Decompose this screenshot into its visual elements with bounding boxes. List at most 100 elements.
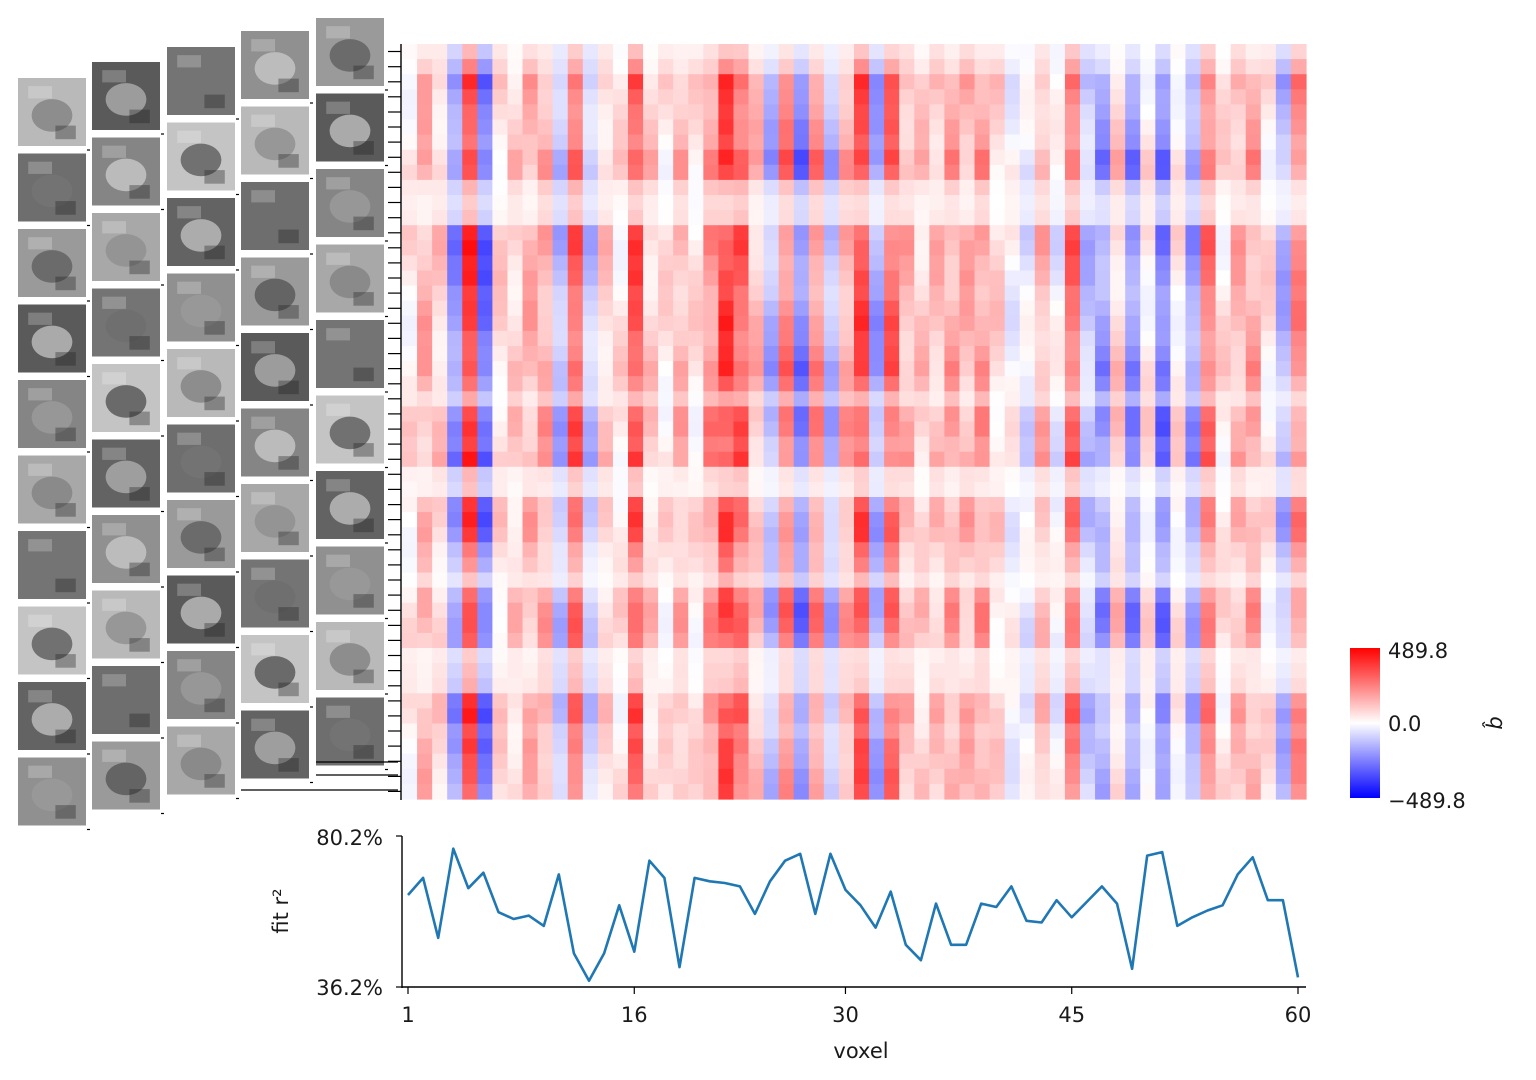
heatmap-cell [1140,542,1156,558]
heatmap-cell [1290,149,1307,166]
heatmap-cell [1064,330,1081,347]
heatmap-cell [537,738,554,755]
heatmap-cell [733,315,750,332]
heatmap-cell [989,738,1006,755]
heatmap-cell [1260,466,1277,483]
heatmap-cell [688,134,704,151]
heatmap-cell [869,708,885,725]
heatmap-cell [703,59,719,75]
heatmap-cell [1200,678,1217,694]
heatmap-cell [823,210,840,226]
heatmap-cell [492,59,509,75]
heatmap-cell [432,179,448,196]
heatmap-cell [1200,648,1217,664]
heatmap-cell [552,330,569,347]
heatmap-cell [884,315,900,332]
heatmap-cell [808,617,825,634]
heatmap-cell [462,44,478,60]
heatmap-cell [1275,512,1292,528]
heatmap-cell [597,602,614,619]
heatmap-cell [974,346,991,362]
heatmap-cell [869,59,885,75]
heatmap-cell [823,89,840,105]
heatmap-cell [417,119,433,136]
heatmap-cell [929,285,945,302]
heatmap-cell [793,421,810,438]
heatmap-cell [929,179,945,196]
heatmap-cell [1064,451,1081,468]
heatmap-cell [628,330,644,347]
heatmap-cell [522,602,539,619]
heatmap-cell [597,497,614,513]
heatmap-cell [1230,346,1247,362]
heatmap-cell [658,753,674,770]
heatmap-cell [1290,693,1307,709]
heatmap-cell [612,391,629,407]
heatmap-cell [567,421,584,438]
heatmap-cell [733,512,750,528]
heatmap-cell [1110,391,1126,407]
heatmap-cell [899,421,915,438]
heatmap-cell [989,300,1006,317]
heatmap-cell [1290,783,1307,800]
heatmap-cell [884,693,900,709]
heatmap-cell [688,300,704,317]
heatmap-cell [1275,421,1292,438]
heatmap-cell [597,225,614,241]
heatmap-cell [477,179,493,196]
mandolin-photo [92,213,164,286]
heatmap-cell [1110,481,1126,498]
heatmap-cell [1200,466,1217,483]
heatmap-cell [447,149,463,166]
heatmap-cell [447,451,463,468]
heatmap-cell [989,330,1006,347]
heatmap-cell [628,240,644,256]
heatmap-cell [1170,270,1187,287]
heatmap-cell [1110,376,1126,392]
heatmap-cell [1275,648,1292,664]
heatmap-cell [612,44,629,60]
heatmap-cell [899,255,915,272]
heatmap-cell [989,783,1006,800]
heatmap-cell [1185,406,1202,423]
heatmap-cell [1170,89,1187,105]
heatmap-cell [733,481,750,498]
heatmap-cell [854,119,870,136]
heatmap-cell [447,361,463,377]
heatmap-cell [854,225,870,241]
heatmap-cell [1095,315,1111,332]
heatmap-cell [507,330,524,347]
heatmap-cell [417,723,433,740]
heatmap-cell [854,783,870,800]
heatmap-cell [793,632,810,649]
heatmap-cell [492,195,509,211]
heatmap-cell [612,300,629,317]
heatmap-cell [432,44,448,60]
heatmap-cell [507,119,524,136]
heatmap-cell [944,512,961,528]
heatmap-cell [1095,59,1111,75]
heatmap-cell [763,421,780,438]
heatmap-cell [612,663,629,679]
heatmap-cell [718,225,735,241]
heatmap-cell [1049,527,1066,543]
heatmap-cell [1140,421,1156,438]
heatmap-cell [748,119,765,136]
heatmap-cell [748,436,765,453]
colorbar-mid-label: 0.0 [1388,712,1421,736]
heatmap-cell [718,59,735,75]
heatmap-cell [1185,164,1202,181]
heatmap-cell [763,119,780,136]
heatmap-cell [1155,240,1171,256]
heatmap-cell [838,632,855,649]
heatmap-cell [643,527,659,543]
heatmap-cell [477,59,493,75]
heatmap-cell [582,557,599,574]
heatmap-cell [477,768,493,785]
heatmap-cell [989,270,1006,287]
heatmap-cell [1185,240,1202,256]
heatmap-cell [1215,376,1232,392]
bat-photo [316,622,388,695]
heatmap-cell [1260,285,1277,302]
heatmap-cell [1095,557,1111,574]
